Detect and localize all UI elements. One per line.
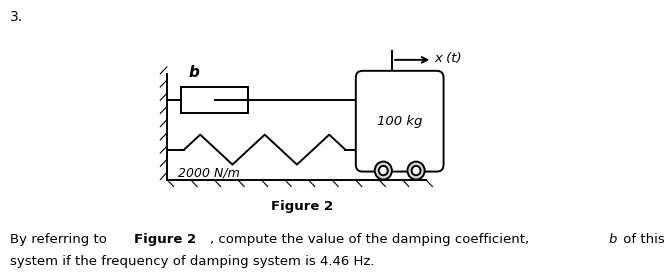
FancyBboxPatch shape — [356, 71, 444, 172]
Circle shape — [411, 166, 421, 175]
Text: Figure 2: Figure 2 — [134, 233, 196, 246]
Text: b: b — [188, 65, 199, 80]
Text: b: b — [609, 233, 617, 246]
Circle shape — [407, 162, 425, 180]
Circle shape — [379, 166, 388, 175]
Circle shape — [375, 162, 392, 180]
Text: of this: of this — [619, 233, 665, 246]
Text: 2000 N/m: 2000 N/m — [178, 166, 240, 180]
Text: By referring to: By referring to — [9, 233, 111, 246]
Text: 3.: 3. — [9, 10, 23, 24]
Text: Figure 2: Figure 2 — [271, 199, 333, 212]
Text: system if the frequency of damping system is 4.46 Hz.: system if the frequency of damping syste… — [9, 255, 374, 268]
Text: , compute the value of the damping coefficient,: , compute the value of the damping coeff… — [210, 233, 534, 246]
Text: 100 kg: 100 kg — [377, 115, 422, 128]
Text: x (t): x (t) — [434, 52, 462, 65]
